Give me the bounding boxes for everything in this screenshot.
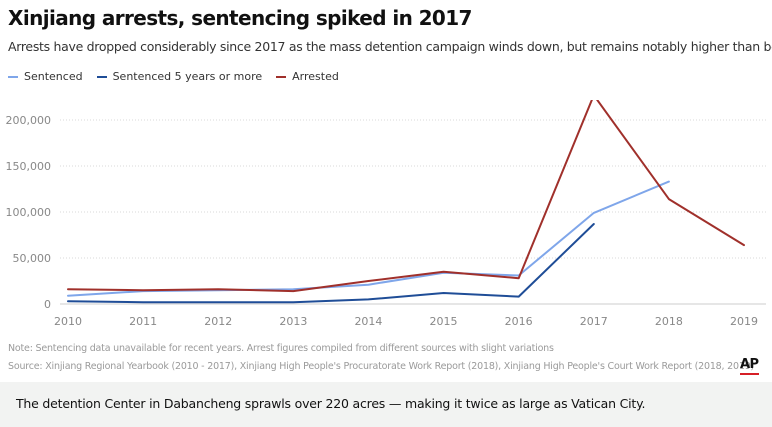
y-tick-label: 200,000 — [6, 114, 52, 127]
legend-swatch-sentenced-5-years — [96, 75, 107, 78]
y-tick-label: 100,000 — [6, 206, 52, 219]
series-line-arrested — [67, 100, 745, 293]
legend-swatch-sentenced — [8, 75, 18, 78]
x-tick-label: 2014 — [354, 315, 382, 328]
chart-subtitle: Arrests have dropped considerably since … — [8, 39, 772, 54]
legend-item-sentenced-5-years: Sentenced 5 years or more — [96, 70, 263, 83]
legend: Sentenced Sentenced 5 years or more Arre… — [8, 70, 353, 83]
x-tick-label: 2013 — [279, 315, 307, 328]
legend-item-sentenced: Sentenced — [8, 70, 83, 83]
x-tick-label: 2018 — [655, 315, 683, 328]
x-tick-label: 2019 — [730, 315, 758, 328]
chart-source: Source: Xinjiang Regional Yearbook (2010… — [8, 361, 755, 372]
x-tick-label: 2012 — [204, 315, 232, 328]
legend-label-sentenced-5-years: Sentenced 5 years or more — [112, 70, 263, 83]
legend-swatch-arrested — [276, 75, 287, 78]
ap-logo: AP — [740, 357, 759, 375]
legend-label-arrested: Arrested — [292, 70, 339, 83]
chart-title: Xinjiang arrests, sentencing spiked in 2… — [8, 6, 472, 30]
x-tick-label: 2010 — [54, 315, 82, 328]
x-tick-label: 2016 — [505, 315, 533, 328]
y-tick-label: 50,000 — [13, 252, 52, 265]
y-tick-label: 0 — [44, 298, 51, 311]
x-tick-label: 2015 — [430, 315, 458, 328]
photo-caption: The detention Center in Dabancheng spraw… — [0, 382, 772, 427]
legend-item-arrested: Arrested — [276, 70, 339, 83]
series-line-sentenced-5-years — [67, 223, 595, 304]
x-tick-label: 2017 — [580, 315, 608, 328]
x-tick-label: 2011 — [129, 315, 157, 328]
y-tick-label: 150,000 — [6, 160, 52, 173]
chart-note: Note: Sentencing data unavailable for re… — [8, 343, 554, 354]
legend-label-sentenced: Sentenced — [24, 70, 83, 83]
line-chart: 0 50,000 100,000 150,000 200,000 2010 2011 2012… — [6, 100, 766, 328]
